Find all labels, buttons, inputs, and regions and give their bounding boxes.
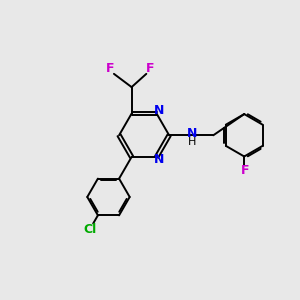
Text: N: N <box>187 127 198 140</box>
Text: F: F <box>146 62 154 75</box>
Text: Cl: Cl <box>83 223 96 236</box>
Text: N: N <box>154 104 164 117</box>
Text: F: F <box>106 62 114 75</box>
Text: N: N <box>154 153 164 167</box>
Text: F: F <box>241 164 249 177</box>
Text: H: H <box>188 137 196 147</box>
